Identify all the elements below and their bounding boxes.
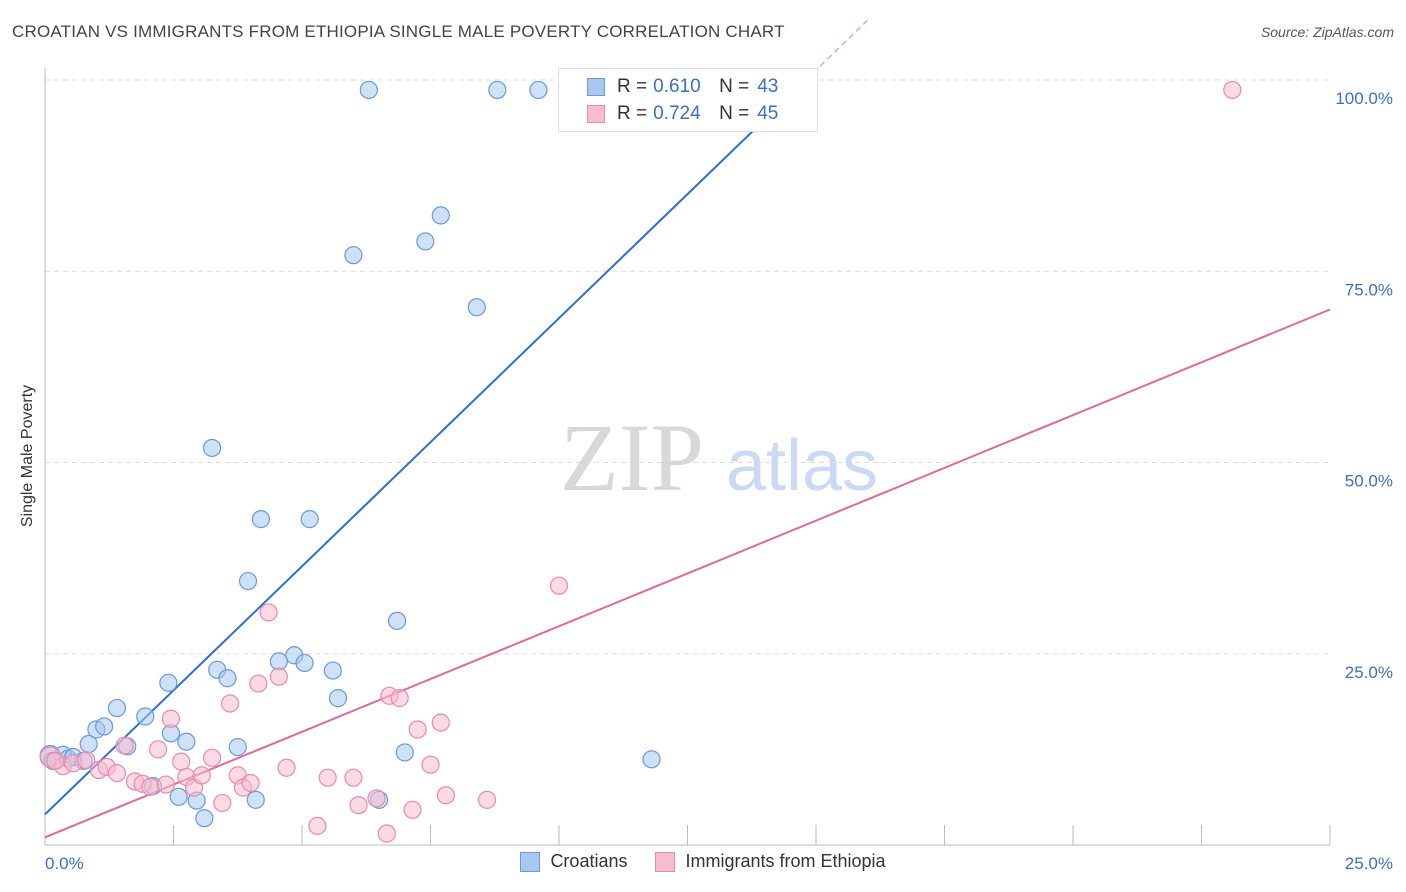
data-point-croatians bbox=[323, 661, 342, 680]
data-point-ethiopia bbox=[107, 763, 127, 783]
legend-swatch-pink bbox=[655, 851, 676, 872]
data-point-ethiopia bbox=[241, 773, 260, 793]
data-point-ethiopia bbox=[549, 576, 569, 595]
data-point-croatians bbox=[251, 510, 270, 529]
data-point-ethiopia bbox=[390, 689, 409, 708]
data-point-croatians bbox=[107, 698, 127, 718]
legend-r-label: R = bbox=[617, 103, 648, 124]
chart-title: CROATIAN VS IMMIGRANTS FROM ETHIOPIA SIN… bbox=[12, 22, 785, 41]
data-point-croatians bbox=[218, 669, 237, 688]
grid-lines bbox=[45, 79, 1330, 655]
watermark-atlas: atlas bbox=[726, 426, 878, 506]
series-legend: Croatians Immigrants from Ethiopia bbox=[0, 851, 1406, 872]
legend-row-croatians: R = 0.610 N = 43 bbox=[587, 75, 778, 99]
y-tick-label: 100.0% bbox=[1335, 89, 1393, 108]
data-point-ethiopia bbox=[431, 713, 450, 732]
data-point-croatians bbox=[159, 673, 178, 692]
x-tick-label-min: 0.0% bbox=[45, 854, 84, 873]
data-point-croatians bbox=[228, 737, 247, 757]
data-point-ethiopia bbox=[421, 755, 440, 774]
trend-line-ethiopia bbox=[44, 308, 1331, 839]
data-point-ethiopia bbox=[349, 796, 368, 815]
data-point-ethiopia bbox=[172, 752, 191, 771]
data-point-ethiopia bbox=[318, 768, 337, 787]
y-tick-label: 75.0% bbox=[1345, 280, 1393, 299]
data-point-ethiopia bbox=[436, 786, 456, 805]
data-point-croatians bbox=[529, 80, 548, 100]
data-point-croatians bbox=[431, 206, 450, 225]
data-point-ethiopia bbox=[277, 758, 296, 777]
data-point-croatians bbox=[95, 717, 114, 736]
legend-item-ethiopia: Immigrants from Ethiopia bbox=[655, 851, 886, 872]
data-point-ethiopia bbox=[213, 793, 232, 813]
data-point-ethiopia bbox=[115, 736, 134, 755]
legend-label-ethiopia: Immigrants from Ethiopia bbox=[685, 851, 886, 871]
data-point-croatians bbox=[195, 809, 214, 828]
watermark-zip: ZIP bbox=[560, 404, 704, 511]
data-point-croatians bbox=[295, 653, 314, 673]
legend-n-label: N = bbox=[719, 103, 750, 124]
legend-r-label: R = bbox=[617, 76, 648, 97]
data-point-croatians bbox=[300, 510, 319, 529]
legend-row-ethiopia: R = 0.724 N = 45 bbox=[587, 102, 778, 126]
data-point-ethiopia bbox=[77, 750, 96, 770]
legend-n-value: 45 bbox=[757, 103, 779, 124]
data-point-croatians bbox=[136, 707, 155, 726]
data-point-ethiopia bbox=[1223, 80, 1242, 100]
data-point-croatians bbox=[387, 611, 407, 630]
trend-line-croatians bbox=[44, 79, 807, 816]
data-point-croatians bbox=[202, 438, 222, 458]
y-tick-label: 50.0% bbox=[1345, 472, 1393, 491]
data-point-ethiopia bbox=[220, 694, 240, 713]
data-point-ethiopia bbox=[377, 824, 396, 843]
data-point-croatians bbox=[467, 298, 486, 317]
data-point-croatians bbox=[177, 732, 196, 751]
legend-swatch-blue bbox=[520, 851, 541, 872]
stats-legend: R = 0.610 N = 43 R = 0.724 N = 45 bbox=[558, 68, 818, 132]
data-point-croatians bbox=[246, 790, 265, 809]
data-point-ethiopia bbox=[344, 768, 363, 787]
data-point-croatians bbox=[642, 750, 661, 769]
data-point-croatians bbox=[328, 689, 348, 708]
data-point-croatians bbox=[395, 743, 414, 762]
data-point-ethiopia bbox=[269, 667, 288, 686]
data-point-ethiopia bbox=[46, 751, 65, 770]
data-point-ethiopia bbox=[192, 766, 211, 785]
source-label: Source: ZipAtlas.com bbox=[1260, 24, 1394, 40]
data-point-ethiopia bbox=[161, 709, 181, 728]
legend-label-croatians: Croatians bbox=[550, 851, 628, 871]
legend-swatch-blue bbox=[587, 78, 605, 96]
watermark: ZIP atlas bbox=[560, 404, 878, 511]
legend-r-value: 0.610 bbox=[653, 76, 701, 97]
data-point-ethiopia bbox=[141, 777, 160, 796]
data-point-croatians bbox=[488, 80, 507, 100]
data-point-croatians bbox=[269, 652, 288, 671]
data-point-ethiopia bbox=[367, 789, 386, 808]
data-point-ethiopia bbox=[249, 674, 268, 693]
legend-swatch-pink bbox=[587, 105, 605, 123]
data-point-ethiopia bbox=[477, 790, 497, 809]
tick-labels: 100.0% 75.0% 50.0% 25.0% 0.0% 25.0% bbox=[45, 89, 1393, 873]
data-point-croatians bbox=[169, 787, 188, 806]
legend-n-label: N = bbox=[719, 76, 750, 97]
data-point-ethiopia bbox=[156, 775, 175, 794]
legend-r-value: 0.724 bbox=[653, 103, 701, 124]
data-point-ethiopia bbox=[259, 603, 278, 622]
data-point-ethiopia bbox=[408, 720, 427, 739]
legend-n-value: 43 bbox=[757, 76, 779, 97]
data-point-ethiopia bbox=[403, 800, 422, 819]
data-point-croatians bbox=[344, 246, 363, 265]
data-point-ethiopia bbox=[202, 748, 222, 767]
y-tick-label: 25.0% bbox=[1345, 663, 1393, 682]
data-point-ethiopia bbox=[148, 740, 168, 759]
x-tick-label-max: 25.0% bbox=[1345, 854, 1393, 873]
data-point-croatians bbox=[238, 571, 258, 591]
data-points bbox=[39, 80, 1242, 843]
data-point-ethiopia bbox=[308, 816, 327, 835]
legend-item-croatians: Croatians bbox=[520, 851, 627, 872]
axes bbox=[44, 68, 1331, 846]
data-point-croatians bbox=[416, 232, 435, 251]
data-point-croatians bbox=[359, 80, 378, 100]
